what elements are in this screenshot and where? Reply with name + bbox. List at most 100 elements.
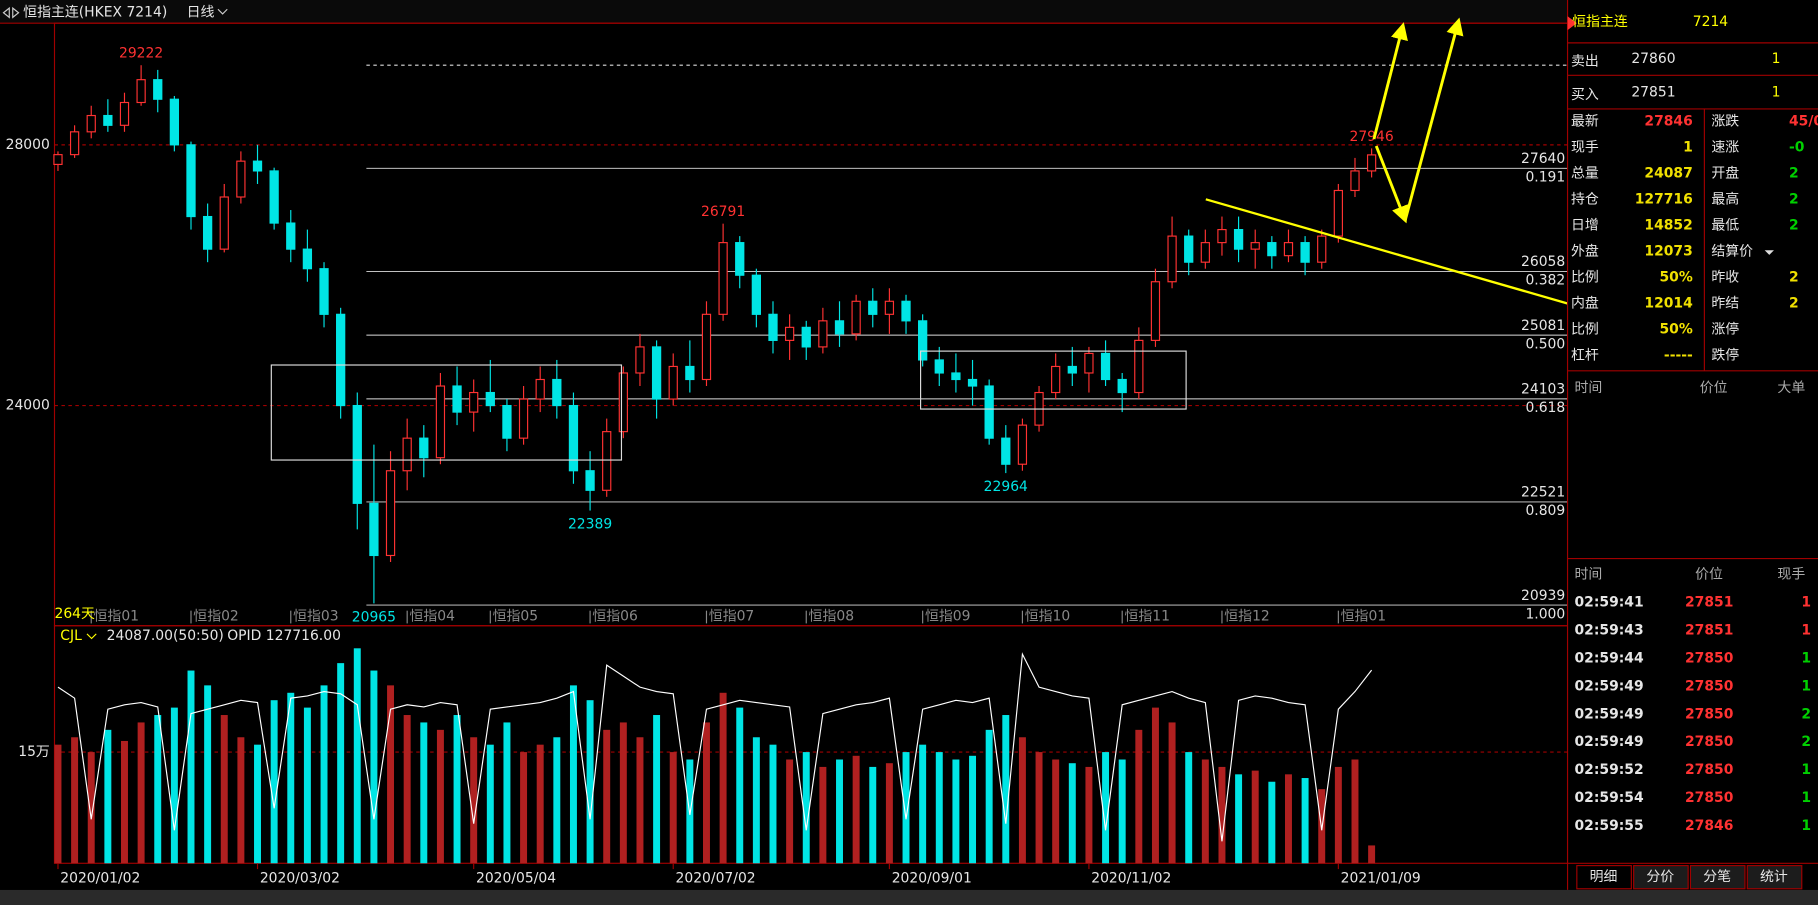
volume-bar [669,752,677,864]
period-chevron[interactable] [217,8,228,15]
volume-bar [919,744,927,864]
field-value: 24087 [1644,166,1692,182]
volume-bar [204,685,212,864]
trade-qty: 2 [1801,734,1811,750]
toggle-icon[interactable] [2,6,20,19]
indicator-name[interactable]: CJL [60,628,82,644]
tab[interactable] [1746,865,1803,890]
field-label: 涨跌 [1711,114,1739,130]
field-label: 跌停 [1711,346,1739,363]
forecast-arrow [1374,145,1409,224]
candle-body [369,502,379,557]
book-label: 买入 [1571,87,1599,103]
settle-chevron[interactable] [1764,250,1774,255]
candle-body [518,398,529,439]
high-label: 26791 [701,204,745,220]
x-tick-label: 2020/05/04 [476,870,556,886]
volume-bar [503,722,511,864]
fib-ratio: 0.382 [1525,273,1565,289]
book-label: 卖出 [1571,53,1599,69]
tab[interactable] [1633,865,1689,890]
volume-bar [1002,715,1010,864]
month-label: 恒指02 [193,608,238,624]
indicator-chevron[interactable] [86,633,97,640]
volume-bar [869,766,877,864]
opid-summary: OPID 127716.00 [227,628,341,644]
candle-body [53,154,63,165]
candle-body [651,346,662,400]
volume-bar [1185,752,1193,864]
candle-body [1067,365,1077,374]
candle-body [735,242,745,276]
quote-panel: 恒指主连 7214 卖出 27860 1 买入 27851 1 最新 27846 现手 1 总量 2408… [1566,0,1818,890]
y-tick-label: 28000 [6,137,50,153]
trade-time: 02:59:49 [1575,678,1644,694]
field-value: 14852 [1644,217,1692,233]
drawn-box [270,364,623,461]
trade-qty: 1 [1801,790,1811,806]
period-selector[interactable]: 日线 [187,5,215,21]
volume-bar [786,759,794,864]
volume-bar [320,685,328,864]
trade-price: 27850 [1685,790,1733,806]
tab[interactable] [1689,865,1746,890]
fib-ratio: 0.500 [1525,336,1565,352]
fib-ratio: 0.809 [1525,503,1565,519]
fib-ratio: 0.191 [1525,170,1565,186]
volume-bar [520,752,528,864]
column-header: 大单 [1777,380,1805,396]
volume-bar [1118,759,1126,864]
trade-qty: 1 [1801,650,1811,666]
trade-price: 27846 [1685,818,1733,834]
tab[interactable] [1576,865,1632,890]
forecast-arrow [1372,22,1408,140]
volume-bar [802,752,810,864]
candle-body [236,160,246,198]
trade-time: 02:59:41 [1575,595,1644,611]
month-label: 恒指11 [1125,608,1170,624]
fib-price: 22521 [1521,485,1565,501]
candle-body [1051,365,1061,394]
month-label: 恒指01 [94,608,139,624]
candle-body [685,365,695,381]
candle-body [186,144,196,218]
volume-bar [769,744,777,864]
candle-body [502,404,512,439]
volume-bar [619,722,627,864]
month-label: 恒指09 [925,608,970,624]
candle-body [319,268,329,315]
volume-bar [885,763,893,864]
candle-body [1017,424,1028,465]
volume-bar [370,670,378,864]
volume-bar [137,722,145,864]
volume-bar [1251,770,1259,864]
volume-bar [1368,845,1376,864]
candle-body [352,404,362,504]
tab-label: 统计 [1760,869,1788,885]
candle-body [1117,378,1127,394]
low-label: 20965 [352,609,396,625]
candle-body [119,101,130,126]
volume-bar [1284,774,1292,864]
candle-body [1084,352,1094,374]
volume-bar [1085,766,1093,864]
candle-body [103,114,113,126]
volume-bar [603,729,611,864]
volume-bar [1201,759,1209,864]
volume-bar [470,737,478,864]
trend-line [1205,198,1603,317]
candle-body [202,215,213,250]
candle-body [1300,242,1310,263]
candle-body [1184,235,1194,263]
volume-bar [486,744,494,864]
field-value: 2 [1789,217,1799,233]
volume-bar [420,722,428,864]
volume-bar [254,744,261,864]
volume-bar [569,685,577,864]
candle-body [718,242,728,315]
x-tick-label: 2020/01/02 [60,870,140,886]
candle-body [834,320,845,335]
trade-qty: 1 [1801,762,1811,778]
